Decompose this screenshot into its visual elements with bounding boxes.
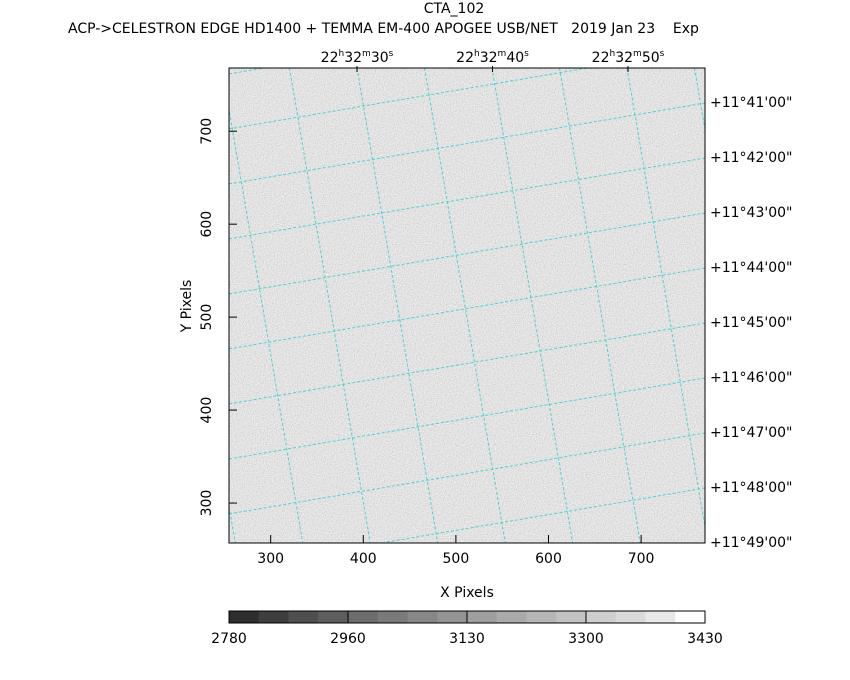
- ra-label-part: s: [660, 49, 665, 59]
- colorbar-swatch: [407, 611, 438, 623]
- dec-label: +11°42'00": [710, 150, 792, 166]
- ra-label-part: m: [633, 49, 642, 59]
- ra-label-part: m: [498, 49, 507, 59]
- dec-grid-line: [378, 487, 705, 543]
- colorbar-swatch: [288, 611, 319, 623]
- ra-grid-line: [424, 68, 506, 543]
- ra-grid-line: [87, 68, 168, 543]
- ra-label-part: 50: [642, 50, 660, 66]
- colorbar-swatch: [615, 611, 646, 623]
- dec-label: +11°43'00": [710, 205, 792, 221]
- ra-grid-line: [229, 106, 304, 543]
- y-tick-label: 700: [199, 118, 215, 145]
- dec-label: +11°47'00": [710, 425, 792, 441]
- colorbar-swatch: [586, 611, 617, 623]
- colorbar-swatch: [467, 611, 498, 623]
- chart-title: CTA_102: [424, 1, 485, 17]
- ra-label-part: 32: [615, 50, 633, 66]
- plot-frame: [228, 67, 706, 544]
- ra-grid-line: [830, 68, 850, 543]
- dec-grid-line: [229, 157, 705, 240]
- ra-label-part: 32: [344, 50, 362, 66]
- dec-grid-line: [229, 322, 705, 405]
- dec-label: +11°44'00": [710, 260, 792, 276]
- colorbar-swatch: [526, 611, 557, 623]
- dec-label: +11°45'00": [710, 315, 792, 331]
- dec-grid-line: [229, 267, 705, 350]
- ra-label-part: h: [474, 49, 480, 59]
- colorbar-swatch: [318, 611, 349, 623]
- ra-label: 22h32m50s: [592, 49, 665, 67]
- dec-label: +11°41'00": [710, 95, 792, 111]
- x-tick-label: 700: [628, 551, 655, 567]
- dec-grid-line: [229, 377, 705, 460]
- ra-grid-line: [762, 68, 843, 543]
- colorbar-swatch: [437, 611, 468, 623]
- ra-label: 22h32m30s: [321, 49, 394, 67]
- colorbar-swatch: [645, 611, 676, 623]
- colorbar-swatch: [556, 611, 587, 623]
- ra-label-part: 22: [456, 50, 474, 66]
- ra-label-part: s: [389, 49, 394, 59]
- y-tick-label: 600: [199, 211, 215, 238]
- colorbar-tick-label: 2960: [330, 631, 366, 647]
- ra-label-part: h: [609, 49, 615, 59]
- ra-grid-line: [559, 68, 641, 543]
- x-tick-label: 500: [443, 551, 470, 567]
- sky-image: [229, 68, 705, 543]
- colorbar-tick-label: 3130: [449, 631, 485, 647]
- colorbar-swatch: [258, 611, 289, 623]
- colorbar-tick-label: 2780: [211, 631, 247, 647]
- ra-label-part: 22: [321, 50, 339, 66]
- dec-grid-line: [229, 212, 705, 295]
- y-tick-label: 300: [199, 490, 215, 517]
- chart-subtitle: ACP->CELESTRON EDGE HD1400 + TEMMA EM-40…: [68, 21, 699, 37]
- ra-label-part: m: [362, 49, 371, 59]
- x-axis-label: X Pixels: [440, 585, 494, 601]
- colorbar-tick-label: 3430: [687, 631, 723, 647]
- colorbar-swatch: [229, 611, 260, 623]
- dec-label: +11°49'00": [710, 535, 792, 551]
- y-axis-label: Y Pixels: [179, 280, 195, 334]
- ra-grid-line: [626, 68, 705, 530]
- ra-label-part: 40: [506, 50, 524, 66]
- colorbar-swatch: [496, 611, 527, 623]
- ra-grid-line: [289, 68, 371, 543]
- dec-label: +11°46'00": [710, 370, 792, 386]
- y-tick-label: 500: [199, 304, 215, 331]
- dec-label: +11°48'00": [710, 480, 792, 496]
- ra-label-part: 22: [592, 50, 610, 66]
- ra-label-part: 30: [371, 50, 389, 66]
- colorbar-swatch: [675, 611, 706, 623]
- dec-grid-line: [229, 432, 705, 515]
- colorbar-swatch: [348, 611, 379, 623]
- x-tick-label: 300: [257, 551, 284, 567]
- ra-grid-line: [356, 68, 439, 543]
- colorbar-swatch: [377, 611, 408, 623]
- dec-grid-line: [229, 68, 591, 130]
- x-tick-label: 600: [535, 551, 562, 567]
- ra-label: 22h32m40s: [456, 49, 529, 67]
- y-tick-label: 400: [199, 397, 215, 424]
- colorbar-tick-label: 3300: [568, 631, 604, 647]
- coordinate-grid: [87, 68, 850, 543]
- ra-label-part: h: [338, 49, 344, 59]
- ra-grid-line: [694, 68, 705, 133]
- x-tick-label: 400: [350, 551, 377, 567]
- ra-label-part: 32: [480, 50, 498, 66]
- dec-grid-line: [229, 102, 705, 185]
- ra-grid-line: [491, 68, 574, 543]
- ra-label-part: s: [524, 49, 529, 59]
